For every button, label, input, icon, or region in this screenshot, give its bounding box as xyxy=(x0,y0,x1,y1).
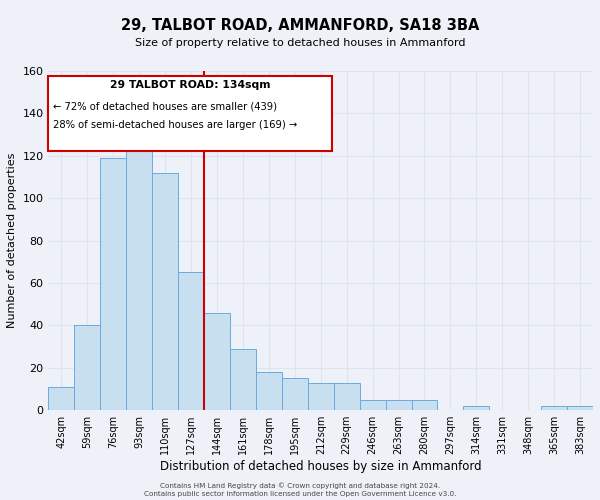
Bar xyxy=(463,406,490,410)
Bar xyxy=(100,158,126,410)
Bar xyxy=(74,326,100,410)
Y-axis label: Number of detached properties: Number of detached properties xyxy=(7,153,17,328)
Bar xyxy=(541,406,567,410)
Bar xyxy=(359,400,386,410)
Text: 29, TALBOT ROAD, AMMANFORD, SA18 3BA: 29, TALBOT ROAD, AMMANFORD, SA18 3BA xyxy=(121,18,479,32)
Text: Contains HM Land Registry data © Crown copyright and database right 2024.: Contains HM Land Registry data © Crown c… xyxy=(160,482,440,489)
Text: ← 72% of detached houses are smaller (439): ← 72% of detached houses are smaller (43… xyxy=(53,102,277,112)
Bar xyxy=(282,378,308,410)
Bar xyxy=(386,400,412,410)
Bar xyxy=(334,382,359,410)
Text: Size of property relative to detached houses in Ammanford: Size of property relative to detached ho… xyxy=(135,38,465,48)
Bar xyxy=(256,372,282,410)
Bar xyxy=(230,349,256,410)
Text: 28% of semi-detached houses are larger (169) →: 28% of semi-detached houses are larger (… xyxy=(53,120,298,130)
Text: Contains public sector information licensed under the Open Government Licence v3: Contains public sector information licen… xyxy=(144,491,456,497)
Bar xyxy=(204,312,230,410)
X-axis label: Distribution of detached houses by size in Ammanford: Distribution of detached houses by size … xyxy=(160,460,482,473)
Bar xyxy=(308,382,334,410)
Bar xyxy=(412,400,437,410)
Bar xyxy=(567,406,593,410)
Text: 29 TALBOT ROAD: 134sqm: 29 TALBOT ROAD: 134sqm xyxy=(110,80,271,90)
Bar xyxy=(126,130,152,410)
Bar xyxy=(49,387,74,410)
Bar xyxy=(178,272,204,410)
Bar xyxy=(152,172,178,410)
